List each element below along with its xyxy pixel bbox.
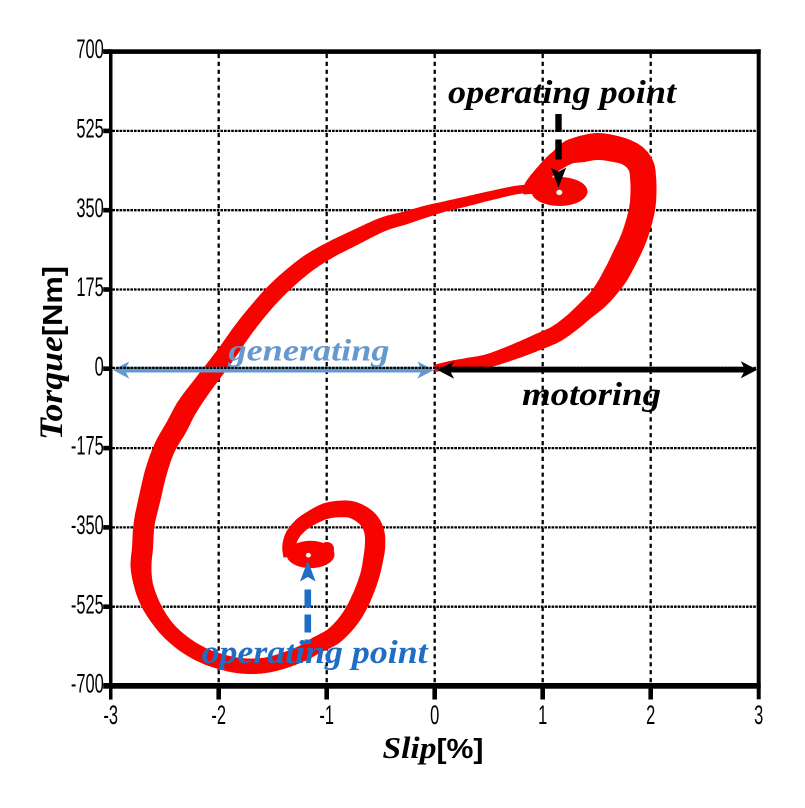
svg-text:operating point: operating point bbox=[202, 635, 429, 671]
svg-text:525: 525 bbox=[76, 113, 103, 143]
svg-text:2: 2 bbox=[646, 700, 655, 730]
svg-text:-175: -175 bbox=[71, 431, 104, 461]
svg-text:700: 700 bbox=[76, 34, 103, 64]
svg-text:generating: generating bbox=[227, 333, 389, 368]
svg-text:motoring: motoring bbox=[522, 377, 661, 413]
svg-text:-350: -350 bbox=[71, 510, 104, 540]
svg-text:-2: -2 bbox=[211, 700, 226, 730]
svg-text:3: 3 bbox=[754, 700, 763, 730]
svg-text:Slip[%]: Slip [%] bbox=[383, 730, 484, 765]
svg-text:1: 1 bbox=[538, 700, 547, 730]
svg-text:175: 175 bbox=[76, 272, 103, 302]
svg-text:350: 350 bbox=[76, 193, 103, 223]
svg-text:Torque[Nm]: Torque[Nm] bbox=[34, 266, 70, 440]
svg-text:-525: -525 bbox=[71, 589, 104, 619]
svg-text:0: 0 bbox=[95, 351, 104, 381]
svg-text:operating point: operating point bbox=[448, 75, 677, 111]
svg-text:-1: -1 bbox=[319, 700, 334, 730]
svg-text:-3: -3 bbox=[103, 700, 118, 730]
svg-text:0: 0 bbox=[430, 700, 439, 730]
svg-text:-700: -700 bbox=[71, 668, 104, 698]
